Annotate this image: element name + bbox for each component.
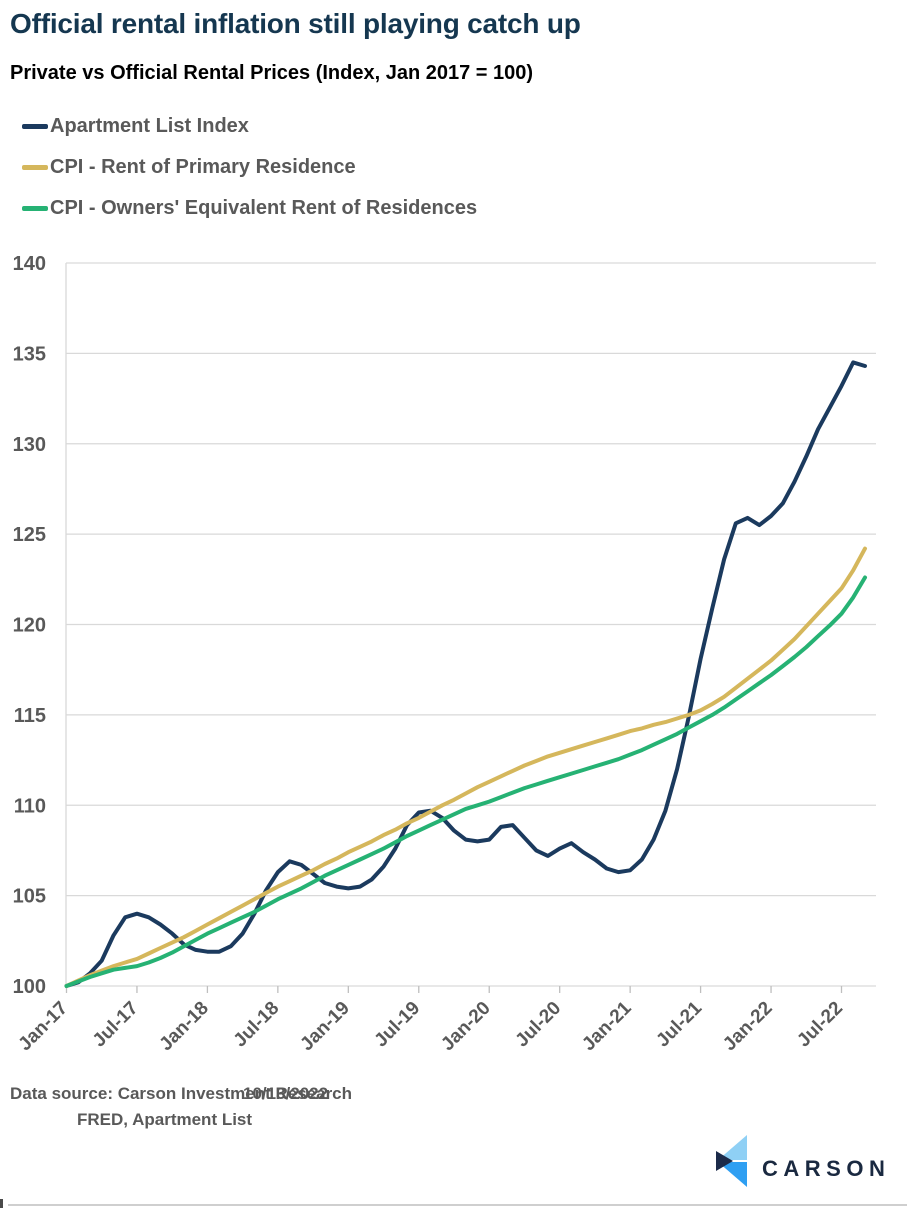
legend-item-cpi-oer: CPI - Owners' Equivalent Rent of Residen…: [22, 194, 477, 222]
bottom-border: [8, 1204, 907, 1206]
y-axis-label: 120: [13, 615, 46, 637]
legend: Apartment List Index CPI - Rent of Prima…: [22, 112, 477, 235]
y-axis-label: 125: [13, 524, 46, 546]
y-axis-label: 105: [13, 886, 46, 908]
carson-logo-mark-icon: [716, 1135, 747, 1187]
logo-triangle-blue: [718, 1162, 747, 1187]
page-title: Official rental inflation still playing …: [10, 8, 581, 39]
corner-artifact: [0, 1199, 3, 1208]
logo-triangle-navy: [716, 1151, 733, 1171]
x-axis-label: Jul-22: [793, 998, 847, 1052]
carson-logo: CARSON: [714, 1133, 899, 1191]
legend-swatch-gold-icon: [22, 164, 48, 170]
y-axis-label: 130: [13, 434, 46, 456]
y-axis-label: 100: [13, 976, 46, 998]
legend-swatch-green-icon: [22, 205, 48, 211]
x-axis-label: Jul-18: [230, 998, 284, 1052]
series-line-cpi-oer: [64, 575, 867, 988]
y-axis-label: 140: [13, 253, 46, 275]
x-axis-label: Jul-21: [652, 997, 706, 1051]
y-axis-label: 135: [13, 343, 46, 365]
legend-item-cpi-rent: CPI - Rent of Primary Residence: [22, 153, 477, 181]
logo-triangle-light: [718, 1135, 747, 1160]
y-axis-label: 115: [14, 705, 46, 727]
footer-data-source: Data source: Carson Investment Research: [10, 1084, 353, 1103]
x-axis-label: Jul-17: [89, 998, 143, 1052]
x-axis-label: Jan-21: [578, 997, 636, 1055]
x-axis-label: Jul-19: [371, 998, 425, 1052]
x-axis-label: Jan-22: [719, 998, 776, 1055]
footer-data-source-line2: FRED, Apartment List: [77, 1110, 253, 1129]
x-axis-label: Jan-17: [15, 998, 72, 1055]
legend-swatch-navy-icon: [22, 123, 48, 129]
carson-logo-text: CARSON: [762, 1156, 891, 1181]
series-line-apartment-list: [64, 360, 867, 988]
series-line-cpi-rent: [64, 546, 867, 988]
legend-label: CPI - Rent of Primary Residence: [50, 155, 356, 178]
legend-label: Apartment List Index: [50, 114, 249, 137]
x-axis-label: Jan-19: [296, 998, 353, 1055]
x-axis-label: Jul-20: [512, 998, 566, 1052]
y-axis-label: 110: [14, 795, 46, 817]
legend-item-apartment-list: Apartment List Index: [22, 112, 477, 140]
chart-subtitle: Private vs Official Rental Prices (Index…: [10, 62, 534, 84]
legend-label: CPI - Owners' Equivalent Rent of Residen…: [50, 196, 478, 219]
x-axis-label: Jan-20: [437, 998, 494, 1055]
footer-date: 10/13/2022: [243, 1084, 329, 1103]
x-axis-label: Jan-18: [156, 998, 213, 1055]
